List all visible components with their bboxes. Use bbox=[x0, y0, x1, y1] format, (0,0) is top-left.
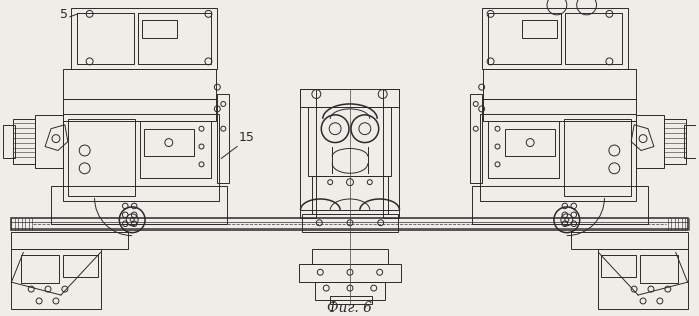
Bar bbox=[298, 264, 401, 282]
Bar bbox=[488, 13, 561, 64]
Bar bbox=[301, 89, 317, 218]
Bar bbox=[51, 186, 227, 224]
Bar bbox=[601, 255, 636, 277]
Bar bbox=[138, 13, 211, 64]
Bar bbox=[664, 119, 686, 164]
Bar bbox=[11, 232, 128, 250]
Bar bbox=[301, 89, 398, 107]
Bar bbox=[217, 94, 229, 183]
Bar bbox=[63, 99, 217, 121]
Bar bbox=[472, 186, 648, 224]
Bar bbox=[13, 119, 35, 164]
Bar bbox=[636, 115, 664, 168]
Bar bbox=[470, 94, 482, 183]
Bar bbox=[63, 255, 98, 277]
Text: 5: 5 bbox=[60, 8, 68, 21]
Bar bbox=[684, 125, 696, 158]
Bar bbox=[482, 69, 636, 99]
Bar bbox=[482, 8, 628, 69]
Bar bbox=[303, 214, 398, 232]
Text: 15: 15 bbox=[239, 131, 255, 143]
Bar bbox=[144, 129, 194, 156]
Bar bbox=[330, 296, 372, 304]
Bar bbox=[63, 114, 219, 201]
Bar bbox=[21, 255, 59, 283]
Bar bbox=[482, 99, 636, 121]
Bar bbox=[640, 255, 678, 283]
Bar bbox=[598, 250, 688, 309]
Bar bbox=[571, 232, 688, 250]
Bar bbox=[488, 121, 559, 178]
Bar bbox=[11, 218, 688, 230]
Bar bbox=[68, 119, 135, 196]
Bar bbox=[312, 250, 388, 264]
Bar bbox=[315, 282, 384, 300]
Bar bbox=[63, 69, 217, 99]
Bar bbox=[480, 114, 636, 201]
Bar bbox=[505, 129, 555, 156]
Bar bbox=[35, 115, 63, 168]
Bar bbox=[77, 13, 134, 64]
Bar bbox=[565, 13, 622, 64]
Bar bbox=[11, 250, 101, 309]
Bar bbox=[522, 20, 557, 38]
Bar bbox=[308, 107, 391, 176]
Text: Фиг. 6: Фиг. 6 bbox=[328, 301, 373, 315]
Bar bbox=[142, 20, 177, 38]
Bar bbox=[564, 119, 631, 196]
Bar bbox=[3, 125, 15, 158]
Bar bbox=[312, 176, 388, 214]
Bar bbox=[382, 89, 398, 218]
Bar bbox=[71, 8, 217, 69]
Bar bbox=[140, 121, 211, 178]
